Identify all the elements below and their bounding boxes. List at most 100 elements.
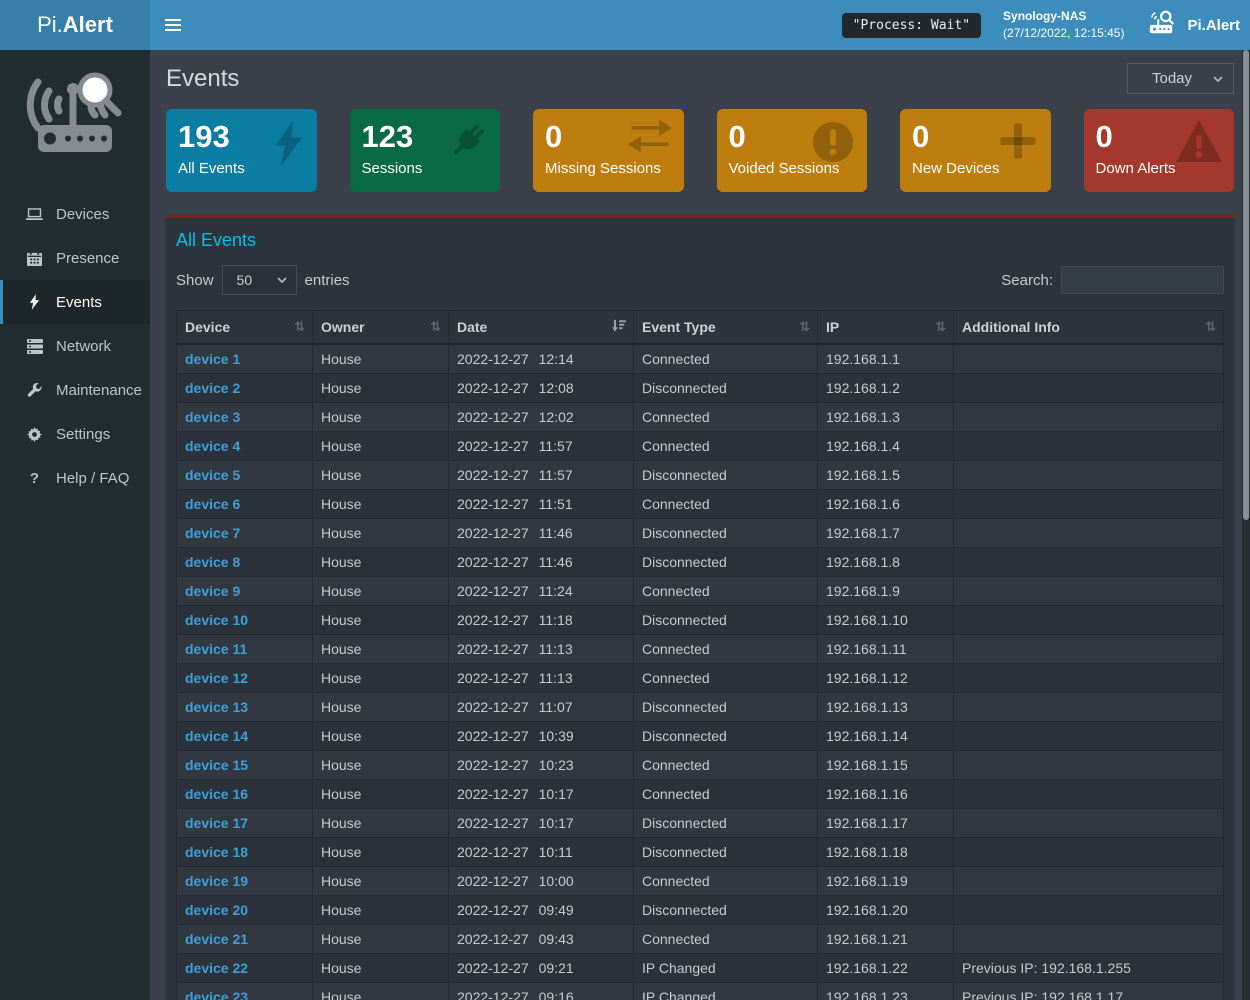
sidebar-item-events[interactable]: Events (0, 280, 150, 324)
sidebar-item-devices[interactable]: Devices (0, 192, 150, 236)
owner-cell: House (312, 343, 449, 374)
device-link[interactable]: device 16 (185, 785, 249, 802)
additional-info-cell (953, 923, 1224, 954)
sort-icon: ⇅ (935, 318, 946, 334)
card-value: 123 (361, 119, 414, 154)
chevron-down-icon (276, 277, 287, 283)
device-link[interactable]: device 8 (185, 553, 241, 570)
date-cell: 2022-12-27 11:13 (448, 662, 634, 693)
owner-cell: House (312, 807, 449, 838)
column-label: Owner (321, 318, 365, 335)
device-link[interactable]: device 7 (185, 524, 241, 541)
card-new-devices[interactable]: 0 New Devices (900, 109, 1051, 192)
additional-info-cell (953, 488, 1224, 519)
device-link[interactable]: device 4 (185, 437, 241, 454)
page-scrollbar[interactable] (1242, 50, 1250, 1000)
event-type-cell: Connected (633, 575, 818, 606)
owner-cell: House (312, 662, 449, 693)
device-link[interactable]: device 18 (185, 843, 249, 860)
card-missing-sessions[interactable]: 0 Missing Sessions (533, 109, 684, 192)
date-cell: 2022-12-27 10:23 (448, 749, 634, 780)
date-cell: 2022-12-27 11:24 (448, 575, 634, 606)
device-link[interactable]: device 23 (185, 988, 249, 1000)
page-length-select[interactable]: 50 (221, 265, 297, 295)
sidebar-item-network[interactable]: Network (0, 324, 150, 368)
entries-label: entries (304, 271, 350, 289)
device-link[interactable]: device 20 (185, 901, 249, 918)
sort-icon: ⇅ (294, 318, 305, 334)
all-events-panel: All Events Show 50 entries Search: (166, 215, 1234, 1000)
page-title: Events (166, 64, 240, 92)
table-row: device 11 House 2022-12-27 11:13 Connected 19… (176, 633, 1224, 664)
sidebar-item-settings[interactable]: Settings (0, 412, 150, 456)
ip-cell: 192.168.1.7 (817, 517, 954, 548)
device-link[interactable]: device 17 (185, 814, 249, 831)
device-link[interactable]: device 3 (185, 408, 241, 425)
date-cell: 2022-12-27 11:46 (448, 517, 634, 548)
card-value: 0 (728, 119, 746, 154)
device-link[interactable]: device 2 (185, 379, 241, 396)
table-row: device 10 House 2022-12-27 11:18 Disconnecte… (176, 604, 1224, 635)
search-input[interactable] (1061, 266, 1224, 294)
device-link[interactable]: device 11 (185, 640, 248, 657)
topbar-brand[interactable]: Pi.Alert (1146, 9, 1240, 41)
event-type-cell: Connected (633, 343, 818, 374)
sort-desc-icon (612, 319, 626, 335)
device-link[interactable]: device 1 (185, 350, 241, 367)
column-label: Additional Info (962, 318, 1060, 335)
column-header-date[interactable]: Date (448, 310, 634, 345)
table-row: device 14 House 2022-12-27 10:39 Disconnecte… (176, 720, 1224, 751)
card-all-events[interactable]: 193 All Events (166, 109, 317, 192)
device-link[interactable]: device 6 (185, 495, 241, 512)
device-link[interactable]: device 13 (185, 698, 249, 715)
table-row: device 5 House 2022-12-27 11:57 Disconnected… (176, 459, 1224, 490)
device-link[interactable]: device 21 (185, 930, 249, 947)
card-down-alerts[interactable]: 0 Down Alerts (1083, 109, 1234, 192)
sidebar-toggle-icon[interactable] (150, 0, 195, 50)
page-scrollbar-thumb[interactable] (1243, 50, 1249, 520)
column-header-ip[interactable]: IP ⇅ (817, 310, 954, 345)
additional-info-cell (953, 575, 1224, 606)
period-select[interactable]: Today (1127, 63, 1234, 94)
card-label: Sessions (361, 159, 423, 177)
sidebar-item-maintenance[interactable]: Maintenance (0, 368, 150, 412)
device-link[interactable]: device 22 (185, 959, 249, 976)
column-label: Event Type (642, 318, 716, 335)
device-link[interactable]: device 14 (185, 727, 249, 744)
device-link[interactable]: device 19 (185, 872, 249, 889)
event-type-cell: Disconnected (633, 604, 818, 635)
additional-info-cell (953, 430, 1224, 461)
event-type-cell: Disconnected (633, 807, 818, 838)
additional-info-cell (953, 691, 1224, 722)
device-link[interactable]: device 5 (185, 466, 241, 483)
sidebar-item-presence[interactable]: Presence (0, 236, 150, 280)
event-type-cell: Disconnected (633, 459, 818, 490)
additional-info-cell (953, 459, 1224, 490)
column-header-device[interactable]: Device ⇅ (176, 310, 313, 345)
column-header-event-type[interactable]: Event Type ⇅ (633, 310, 818, 345)
panel-title: All Events (176, 230, 257, 250)
column-header-additional-info[interactable]: Additional Info ⇅ (953, 310, 1224, 345)
table-row: device 7 House 2022-12-27 11:46 Disconnected… (176, 517, 1224, 548)
ip-cell: 192.168.1.9 (817, 575, 954, 606)
date-cell: 2022-12-27 11:57 (448, 430, 634, 461)
sidebar-item-help[interactable]: ? Help / FAQ (0, 456, 150, 500)
card-voided-sessions[interactable]: 0 Voided Sessions (716, 109, 867, 192)
table-row: device 23 House 2022-12-27 09:16 IP Changed 1… (176, 981, 1224, 1000)
owner-cell: House (312, 517, 449, 548)
device-link[interactable]: device 9 (185, 582, 241, 599)
calendar-icon (26, 250, 43, 266)
column-header-owner[interactable]: Owner ⇅ (312, 310, 449, 345)
card-sessions[interactable]: 123 Sessions (349, 109, 500, 192)
device-link[interactable]: device 15 (185, 756, 249, 773)
ip-cell: 192.168.1.14 (817, 720, 954, 751)
ip-cell: 192.168.1.22 (817, 952, 954, 983)
ip-cell: 192.168.1.8 (817, 546, 954, 577)
device-link[interactable]: device 10 (185, 611, 249, 628)
additional-info-cell: Previous IP: 192.168.1.17 (953, 981, 1224, 1000)
owner-cell: House (312, 633, 449, 664)
app-logo[interactable]: Pi. Alert (0, 0, 150, 50)
device-link[interactable]: device 12 (185, 669, 249, 686)
ip-cell: 192.168.1.2 (817, 372, 954, 403)
app-logo-prefix: Pi. (37, 12, 63, 37)
